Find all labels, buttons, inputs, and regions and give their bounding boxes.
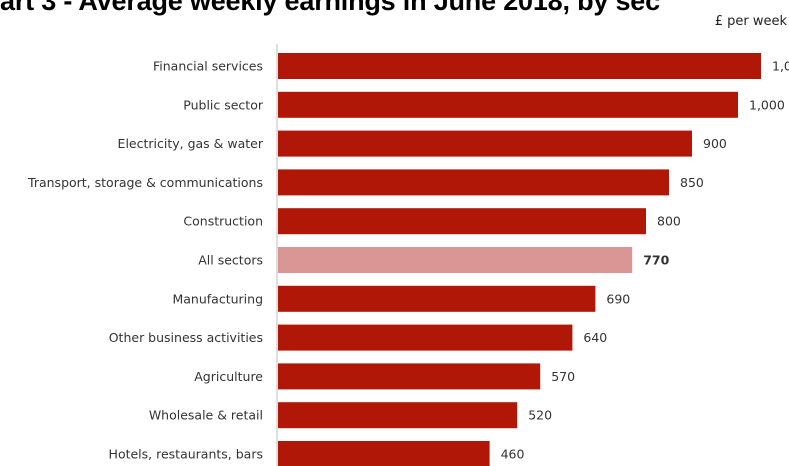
value-label: 800 xyxy=(657,214,681,229)
category-label: All sectors xyxy=(198,253,263,268)
value-label: 460 xyxy=(501,447,525,462)
value-label: 570 xyxy=(551,369,575,384)
category-label: Hotels, restaurants, bars xyxy=(109,447,263,462)
bar-0 xyxy=(278,53,761,79)
value-label: 1,000 xyxy=(749,97,785,112)
value-label: 850 xyxy=(680,175,704,190)
bar-9 xyxy=(278,402,518,429)
category-label: Electricity, gas & water xyxy=(118,136,264,151)
category-label: Transport, storage & communications xyxy=(27,175,263,190)
category-label: Construction xyxy=(183,214,263,229)
category-label: Wholesale & retail xyxy=(149,408,263,423)
value-label: 690 xyxy=(606,291,630,306)
bar-10 xyxy=(278,441,490,466)
bar-7 xyxy=(278,324,573,351)
bars-layer xyxy=(278,53,761,466)
value-label: 770 xyxy=(643,253,669,268)
labels-layer: Financial services 1,050 Public sector 1,00… xyxy=(27,59,789,462)
value-label: 640 xyxy=(583,330,607,345)
bar-8 xyxy=(278,363,541,390)
value-label: 900 xyxy=(703,136,727,151)
category-label: Financial services xyxy=(153,59,263,74)
units-label: £ per week xyxy=(714,14,787,29)
category-label: Manufacturing xyxy=(172,291,263,306)
bar-1 xyxy=(278,91,738,118)
value-label: 1,050 xyxy=(772,59,789,74)
bar-6 xyxy=(278,285,596,312)
bar-4 xyxy=(278,208,646,235)
category-label: Agriculture xyxy=(194,369,263,384)
bar-5 xyxy=(278,247,633,273)
bar-2 xyxy=(278,130,692,157)
bar-3 xyxy=(278,169,669,196)
chart-title: art 3 - Average weekly earnings in June … xyxy=(0,0,660,16)
value-label: 520 xyxy=(528,408,552,423)
category-label: Other business activities xyxy=(109,330,263,345)
category-label: Public sector xyxy=(183,97,264,112)
